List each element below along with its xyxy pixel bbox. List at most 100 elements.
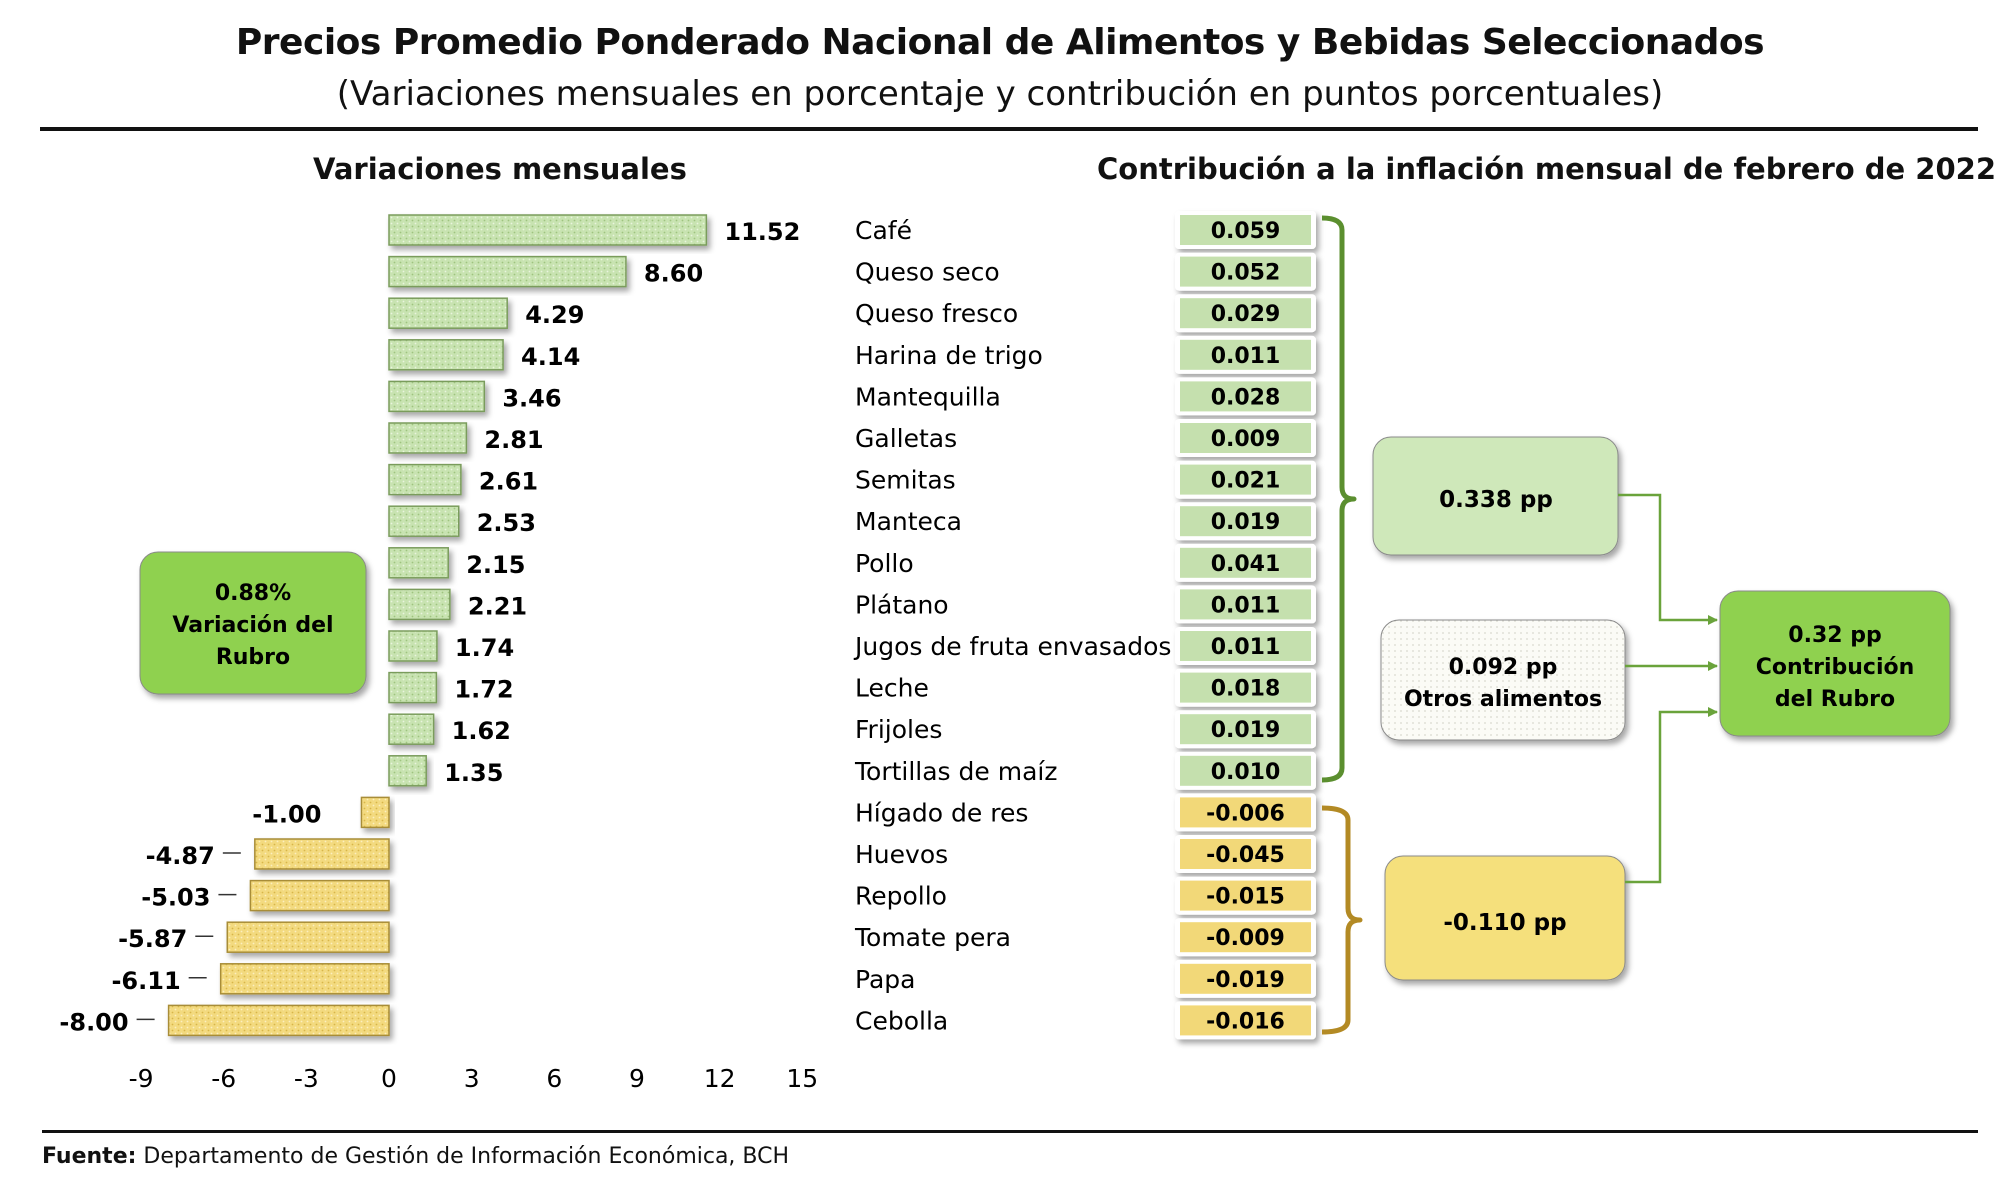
- category-label-1: Queso seco: [855, 258, 1000, 287]
- contribution-label-12: 0.019: [1211, 718, 1281, 743]
- contribution-box-5: [1180, 423, 1311, 453]
- category-label-5: Galletas: [855, 424, 957, 453]
- bar-9: [388, 588, 451, 621]
- value-label-12: 1.62: [452, 717, 511, 745]
- rubro-contribution-line-3: del Rubro: [1775, 687, 1895, 712]
- x-tick-8: 15: [786, 1064, 818, 1093]
- source-label: Fuente:: [42, 1144, 137, 1169]
- value-label-17: -5.87: [118, 925, 187, 953]
- source-text: Departamento de Gestión de Información E…: [136, 1144, 790, 1169]
- x-tick-3: 0: [381, 1064, 397, 1093]
- bar-1: [388, 255, 627, 288]
- category-label-7: Manteca: [855, 507, 962, 536]
- right-section-title: Contribución a la inflación mensual de f…: [1097, 152, 1997, 186]
- bar-16: [249, 879, 390, 912]
- contribution-label-13: 0.010: [1211, 760, 1281, 785]
- category-label-15: Huevos: [855, 840, 948, 869]
- category-label-4: Mantequilla: [855, 382, 1001, 411]
- value-label-8: 2.15: [466, 551, 525, 579]
- value-label-3: 4.14: [521, 343, 580, 371]
- others-box: [1380, 619, 1626, 741]
- contribution-box-1: [1180, 256, 1311, 287]
- contribution-label-7: 0.019: [1211, 510, 1281, 535]
- x-tick-4: 3: [464, 1064, 480, 1093]
- value-label-18: -6.11: [111, 967, 180, 995]
- category-label-2: Queso fresco: [855, 299, 1018, 328]
- rubro-variation-line-2: Variación del: [172, 613, 333, 638]
- rubro-variation-line-3: Rubro: [216, 645, 290, 670]
- bar-6: [388, 463, 462, 496]
- contribution-label-9: 0.011: [1211, 593, 1281, 618]
- source-note: Fuente: Departamento de Gestión de Infor…: [42, 1144, 789, 1169]
- contribution-chart: 11.52 Café 0.059 8.60 Queso seco 0.052 4.29 Que…: [59, 211, 1951, 1093]
- value-label-6: 2.61: [479, 468, 538, 496]
- x-tick-1: -6: [211, 1064, 236, 1093]
- bar-12: [388, 713, 435, 745]
- positive-group-bracket: [1321, 215, 1357, 783]
- x-tick-7: 12: [704, 1064, 736, 1093]
- bar-15: [254, 838, 390, 870]
- category-label-0: Café: [855, 216, 912, 245]
- category-label-19: Cebolla: [855, 1006, 948, 1035]
- contribution-box-13: [1180, 755, 1311, 786]
- value-label-16: -5.03: [141, 884, 210, 912]
- value-label-0: 11.52: [724, 218, 800, 246]
- category-label-11: Leche: [855, 674, 929, 703]
- contribution-label-4: 0.028: [1211, 385, 1281, 410]
- bar-7: [388, 505, 460, 537]
- bar-13: [388, 755, 427, 787]
- value-label-9: 2.21: [468, 592, 527, 620]
- contribution-box-8: [1180, 547, 1311, 578]
- contribution-label-16: -0.015: [1206, 885, 1285, 910]
- arrow-negative: [1625, 707, 1718, 884]
- category-label-16: Repollo: [855, 882, 947, 911]
- category-label-12: Frijoles: [855, 715, 942, 744]
- bar-10: [388, 630, 438, 662]
- contribution-box-17: [1180, 922, 1311, 953]
- category-label-10: Jugos de fruta envasados: [853, 632, 1171, 661]
- contribution-box-12: [1180, 714, 1311, 745]
- category-label-6: Semitas: [855, 466, 956, 495]
- contribution-box-2: [1180, 298, 1311, 329]
- category-label-8: Pollo: [855, 549, 914, 578]
- contribution-label-14: -0.006: [1206, 801, 1285, 826]
- value-label-5: 2.81: [484, 426, 543, 454]
- positive-total-line-1: 0.338 pp: [1439, 487, 1553, 513]
- contribution-box-7: [1180, 506, 1311, 537]
- rubro-contribution-line-1: 0.32 pp: [1788, 623, 1881, 648]
- contribution-box-15: [1180, 839, 1311, 869]
- x-tick-0: -9: [129, 1064, 154, 1093]
- contribution-box-9: [1180, 589, 1311, 620]
- contribution-label-0: 0.059: [1211, 219, 1281, 244]
- rubro-variation-line-1: 0.88%: [215, 581, 291, 606]
- category-label-14: Hígado de res: [855, 798, 1028, 827]
- category-label-18: Papa: [855, 965, 915, 994]
- contribution-box-6: [1180, 464, 1311, 495]
- value-label-19: -8.00: [59, 1008, 128, 1036]
- contribution-label-11: 0.018: [1211, 677, 1281, 702]
- bar-17: [226, 921, 390, 953]
- rubro-contribution-box: [1719, 590, 1951, 737]
- chart-subtitle: (Variaciones mensuales en porcentaje y c…: [336, 74, 1664, 114]
- value-label-11: 1.72: [454, 676, 513, 704]
- rubro-contribution-line-2: Contribución: [1756, 655, 1915, 680]
- category-label-13: Tortillas de maíz: [854, 757, 1057, 786]
- contribution-label-19: -0.016: [1206, 1009, 1285, 1034]
- value-label-14: -1.00: [252, 800, 321, 828]
- negative-total-box: [1384, 855, 1626, 981]
- bar-3: [388, 339, 504, 371]
- x-tick-5: 6: [546, 1064, 562, 1093]
- contribution-label-1: 0.052: [1211, 261, 1281, 286]
- bar-14: [360, 796, 390, 829]
- rubro-variation-box: [139, 551, 367, 695]
- contribution-box-14: [1180, 797, 1311, 828]
- x-tick-2: -3: [294, 1064, 319, 1093]
- bar-18: [219, 963, 390, 995]
- contribution-label-8: 0.041: [1211, 552, 1281, 577]
- bar-19: [167, 1004, 390, 1037]
- bar-2: [388, 297, 508, 329]
- contribution-box-4: [1180, 381, 1311, 412]
- bar-8: [388, 547, 449, 579]
- bar-11: [388, 671, 438, 704]
